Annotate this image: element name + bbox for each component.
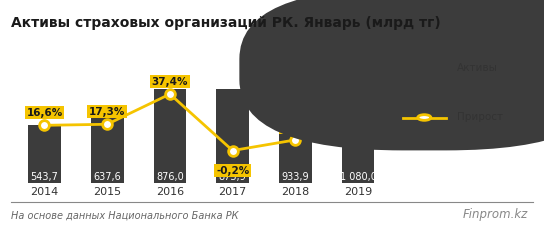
Bar <box>153 89 186 183</box>
Text: 873,9: 873,9 <box>219 172 246 182</box>
Bar <box>91 114 123 183</box>
Text: На основе данных Национального Банка РК: На основе данных Национального Банка РК <box>11 211 238 221</box>
Text: 876,0: 876,0 <box>156 172 184 182</box>
Text: 15,6%: 15,6% <box>340 109 376 119</box>
Bar <box>342 67 374 183</box>
Bar <box>217 89 249 183</box>
Text: 37,4%: 37,4% <box>152 77 188 86</box>
Bar <box>279 82 312 183</box>
Text: 17,3%: 17,3% <box>89 107 126 117</box>
Text: -0,2%: -0,2% <box>216 166 249 176</box>
Text: 6,9%: 6,9% <box>281 122 310 132</box>
Text: Прирост: Прирост <box>457 113 503 122</box>
Text: Finprom.kz: Finprom.kz <box>462 208 528 221</box>
Text: Активы: Активы <box>457 63 498 73</box>
Text: 933,9: 933,9 <box>282 172 309 182</box>
Text: 543,7: 543,7 <box>30 172 58 182</box>
Bar <box>28 125 61 183</box>
Text: 16,6%: 16,6% <box>26 108 63 118</box>
Text: 1 080,0: 1 080,0 <box>339 172 376 182</box>
Text: 637,6: 637,6 <box>94 172 121 182</box>
Text: Активы страховых организаций РК. Январь (млрд тг): Активы страховых организаций РК. Январь … <box>11 16 441 31</box>
